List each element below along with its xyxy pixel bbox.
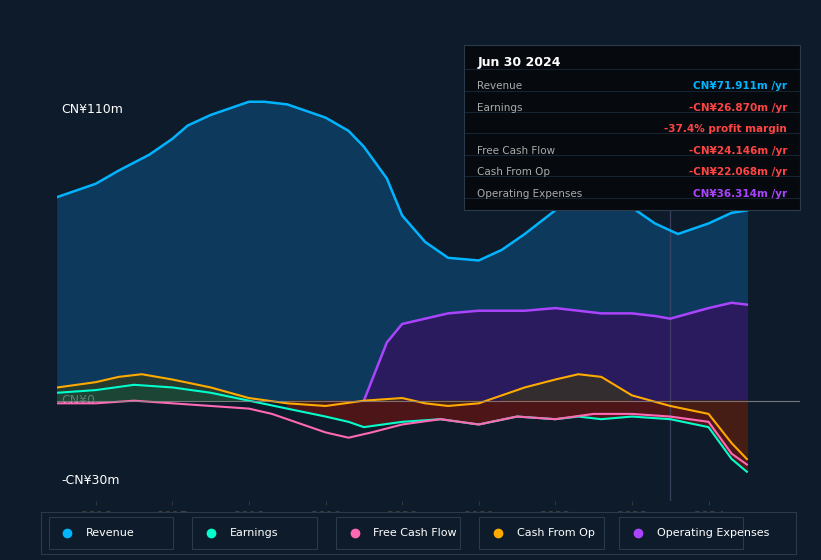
Text: -CN¥30m: -CN¥30m <box>62 474 120 487</box>
Text: CN¥71.911m /yr: CN¥71.911m /yr <box>693 81 787 91</box>
Text: Operating Expenses: Operating Expenses <box>477 189 583 199</box>
Text: Operating Expenses: Operating Expenses <box>657 529 769 538</box>
Text: Earnings: Earnings <box>477 104 523 114</box>
Text: Cash From Op: Cash From Op <box>477 167 550 177</box>
Text: Free Cash Flow: Free Cash Flow <box>477 146 556 156</box>
Text: Earnings: Earnings <box>230 529 278 538</box>
Text: -CN¥26.870m /yr: -CN¥26.870m /yr <box>689 104 787 114</box>
Text: -37.4% profit margin: -37.4% profit margin <box>664 124 787 134</box>
Text: -CN¥24.146m /yr: -CN¥24.146m /yr <box>689 146 787 156</box>
Text: Revenue: Revenue <box>86 529 135 538</box>
Text: CN¥110m: CN¥110m <box>62 103 123 116</box>
Text: Revenue: Revenue <box>477 81 522 91</box>
Text: CN¥0: CN¥0 <box>62 394 95 407</box>
Text: -CN¥22.068m /yr: -CN¥22.068m /yr <box>689 167 787 177</box>
Text: CN¥36.314m /yr: CN¥36.314m /yr <box>693 189 787 199</box>
Text: Jun 30 2024: Jun 30 2024 <box>477 57 561 69</box>
Text: Free Cash Flow: Free Cash Flow <box>374 529 457 538</box>
Text: Cash From Op: Cash From Op <box>517 529 594 538</box>
